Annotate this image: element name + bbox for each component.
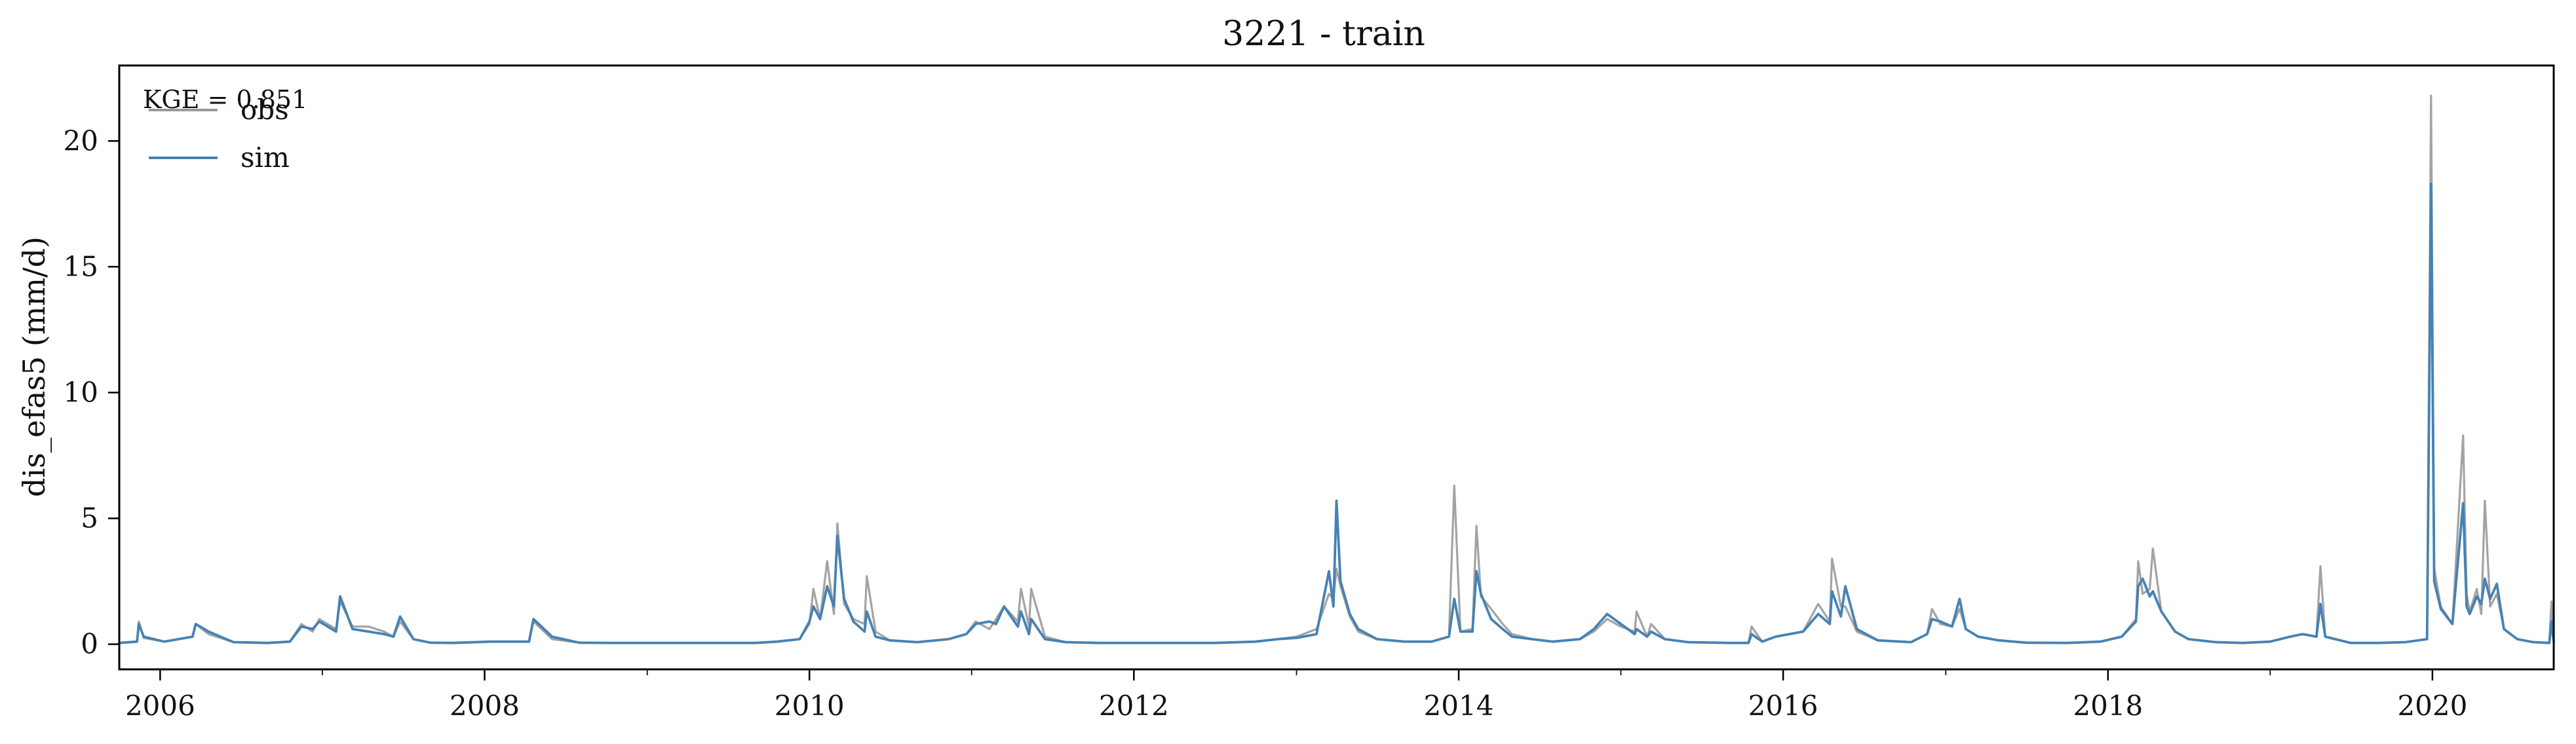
x-tick-label-2020: 2020 [2397, 690, 2467, 722]
legend: obs sim [149, 94, 290, 174]
x-tick-label-2006: 2006 [125, 690, 195, 722]
y-tick-label-5: 5 [81, 502, 98, 534]
y-tick-label-20: 20 [64, 124, 98, 157]
x-tick-label-2014: 2014 [1424, 690, 1494, 722]
y-tick-label-15: 15 [64, 250, 98, 282]
x-tick-label-2010: 2010 [775, 690, 845, 722]
series-line-sim [118, 182, 2555, 644]
series-layer [118, 94, 2555, 644]
y-tick-label-0: 0 [81, 628, 98, 660]
axes-frame [118, 64, 2555, 671]
chart-title: 3221 - train [1222, 14, 1425, 54]
x-tick-label-2012: 2012 [1099, 690, 1169, 722]
legend-sim-label: sim [240, 141, 290, 174]
y-axis: 0 5 10 15 20 [64, 124, 119, 660]
x-tick-label-2018: 2018 [2073, 690, 2143, 722]
kge-annotation: KGE = 0.851 [143, 85, 307, 114]
y-tick-label-10: 10 [64, 376, 98, 408]
x-tick-label-2008: 2008 [450, 690, 520, 722]
plot-area [118, 64, 2555, 671]
legend-obs-label: obs [240, 94, 289, 126]
x-axis: 2006 2008 2010 2012 2014 2016 2018 2020 [125, 669, 2467, 722]
y-axis-label: dis_efas5 (mm/d) [16, 236, 52, 497]
x-tick-label-2016: 2016 [1748, 690, 1818, 722]
